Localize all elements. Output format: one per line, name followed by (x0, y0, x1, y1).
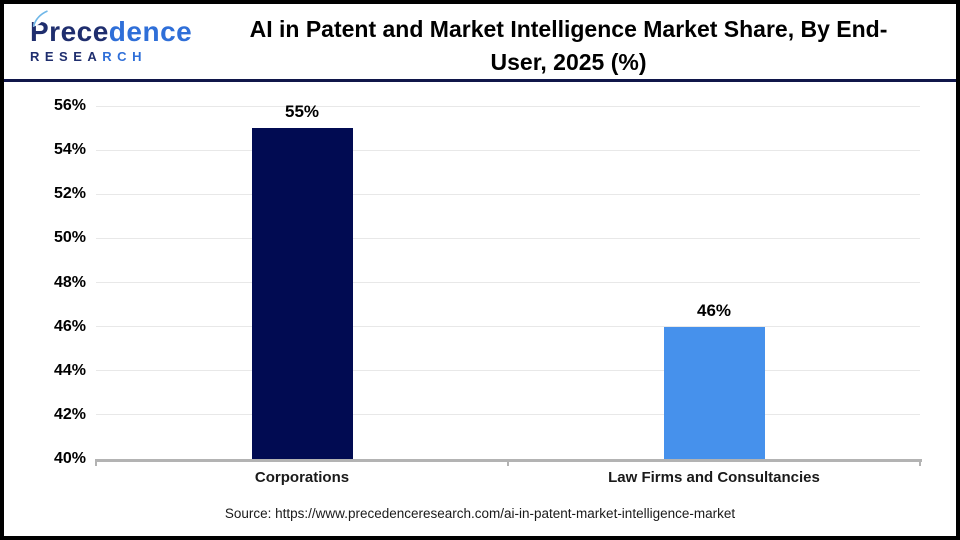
gridline-42 (96, 414, 920, 416)
gridline-54 (96, 149, 920, 151)
gridline-50 (96, 237, 920, 239)
y-axis-tick-label: 56% (53, 97, 86, 114)
header-divider (4, 79, 956, 82)
bar-value-label: 46% (696, 300, 732, 320)
y-axis-tick-label: 42% (53, 405, 86, 423)
x-axis-line (96, 459, 922, 462)
bar-value-label: 55% (284, 102, 320, 122)
bar-corporations (251, 128, 353, 459)
logo-brand-text: Precedence (30, 10, 200, 47)
x-axis-tick (95, 459, 97, 466)
y-axis-tick-label: 46% (53, 317, 86, 335)
gridline-52 (96, 193, 920, 195)
y-axis-tick-label: 50% (53, 229, 86, 247)
x-axis-tick (919, 459, 921, 466)
x-axis-category-label: Law Firms and Consultancies (608, 469, 820, 486)
bar-law-firms-and-consultancies (663, 326, 765, 459)
source-citation: Source: https://www.precedenceresearch.c… (224, 506, 736, 521)
logo-subtext: RESEARCH (30, 49, 200, 64)
chart-title: AI in Patent and Market Intelligence Mar… (199, 13, 938, 79)
y-axis-tick-label: 54% (53, 141, 86, 159)
header: Precedence RESEARCH AI in Patent and Mar… (4, 4, 956, 79)
gridline-46 (96, 326, 920, 328)
chart-title-line-2: User, 2025 (%) (490, 49, 647, 75)
y-axis-tick-label: 48% (53, 273, 86, 291)
gridline-44 (96, 370, 920, 372)
y-axis-tick-label: 52% (53, 185, 86, 203)
precedence-research-logo: Precedence RESEARCH (30, 10, 200, 64)
chart-title-line-1: AI in Patent and Market Intelligence Mar… (249, 16, 888, 42)
x-axis-category-label: Corporations (254, 469, 350, 486)
gridline-48 (96, 282, 920, 283)
logo-subtext-primary: RESEA (30, 49, 103, 64)
x-axis-tick (507, 459, 509, 466)
y-axis-tick-label: 40% (53, 450, 86, 467)
logo-brand-secondary: dence (108, 16, 193, 47)
y-axis-tick-label: 44% (53, 361, 86, 379)
gridline-56 (96, 105, 920, 107)
logo-subtext-secondary: RCH (102, 49, 147, 64)
